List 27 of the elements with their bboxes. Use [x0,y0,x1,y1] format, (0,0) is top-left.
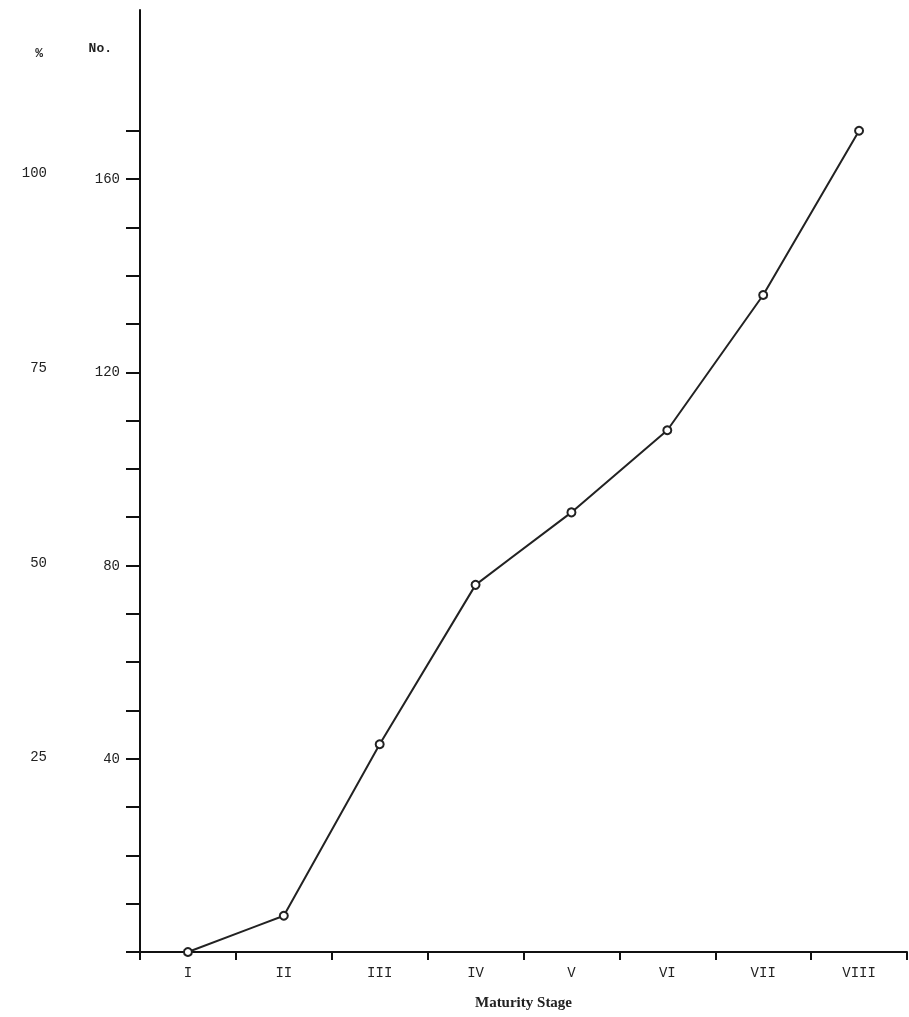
y2-tick-label: 50 [30,554,47,571]
y-axis-title: No. [88,41,112,56]
y2-tick-label: 25 [30,749,47,766]
x-tick-label: III [367,965,393,981]
x-tick-label: VI [658,965,676,981]
x-tick-label: IV [467,965,485,981]
point [758,290,769,301]
y-tick-label: 80 [103,557,120,574]
point [182,947,193,957]
x-tick-label: V [567,965,577,981]
point [854,125,865,136]
point [374,739,385,750]
point [566,507,577,518]
y-tick-label: 160 [94,171,120,188]
x-axis-title: Maturity Stage [474,993,573,1010]
x-tick-label: VIII [842,965,876,981]
point [278,910,289,921]
point [470,579,481,590]
y-tick-label: 40 [103,750,120,767]
y2-axis-title: % [35,46,44,61]
y2-tick-label: 100 [21,165,47,182]
y-tick-label: 120 [94,364,120,381]
point [662,425,673,436]
y2-tick-label: 75 [30,360,47,377]
x-tick-label: I [183,965,193,981]
x-tick-label: II [275,965,293,981]
x-tick-label: VII [750,965,776,981]
